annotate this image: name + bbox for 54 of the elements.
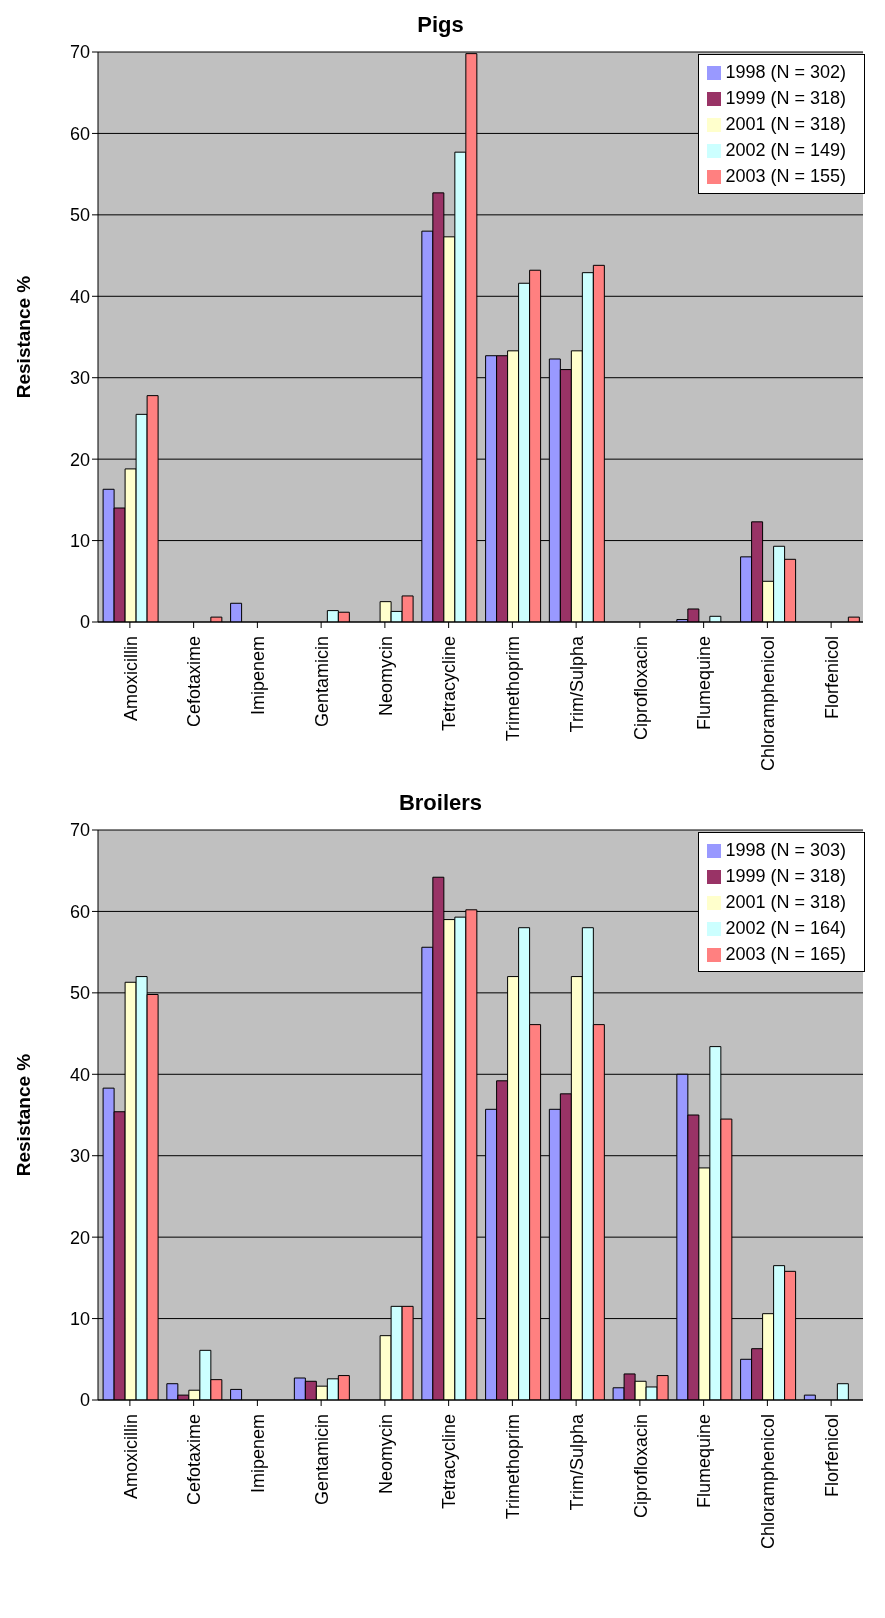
legend-label: 1998 (N = 303) <box>725 840 846 860</box>
y-tick-label: 20 <box>69 1227 90 1248</box>
y-tick-label: 50 <box>69 983 90 1004</box>
chart-title: Broilers <box>397 789 484 817</box>
x-tick-label: Cefotaxime <box>184 636 205 728</box>
y-tick-label: 0 <box>79 1390 90 1411</box>
y-tick-label: 10 <box>69 1308 90 1329</box>
y-axis-title: Resistance % <box>12 275 34 399</box>
x-tick-label: Florfenicol <box>821 1414 842 1498</box>
x-tick-label: Flumequine <box>694 1414 715 1509</box>
chart-title: Pigs <box>416 11 465 39</box>
legend-label: 2001 (N = 318) <box>725 114 846 134</box>
x-tick-label: Trimethoprim <box>503 1414 524 1520</box>
y-tick-label: 20 <box>69 449 90 470</box>
legend-label: 2002 (N = 164) <box>725 918 846 938</box>
y-tick-label: 30 <box>69 368 90 389</box>
x-tick-label: Trim/Sulpha <box>566 635 587 733</box>
legend-label: 2003 (N = 165) <box>725 944 846 964</box>
y-tick-label: 40 <box>69 1064 90 1085</box>
y-tick-label: 50 <box>69 205 90 226</box>
x-tick-label: Trimethoprim <box>503 636 524 742</box>
y-tick-label: 60 <box>69 901 90 922</box>
legend-label: 1999 (N = 318) <box>725 866 846 886</box>
x-tick-label: Imipenem <box>248 1414 269 1494</box>
x-tick-label: Tetracycline <box>439 636 460 732</box>
y-tick-label: 40 <box>69 286 90 307</box>
x-tick-label: Gentamicin <box>311 636 332 728</box>
x-tick-label: Neomycin <box>375 636 396 717</box>
x-tick-label: Trim/Sulpha <box>566 1413 587 1511</box>
y-tick-label: 30 <box>69 1146 90 1167</box>
y-tick-label: 70 <box>69 820 90 841</box>
x-tick-label: Amoxicillin <box>120 1414 141 1500</box>
x-tick-label: Amoxicillin <box>120 636 141 722</box>
y-tick-label: 0 <box>79 612 90 633</box>
y-tick-label: 60 <box>69 123 90 144</box>
x-tick-label: Neomycin <box>375 1414 396 1495</box>
x-tick-label: Florfenicol <box>821 636 842 720</box>
x-tick-label: Ciprofloxacin <box>630 1414 651 1519</box>
x-tick-label: Gentamicin <box>311 1414 332 1506</box>
x-tick-label: Imipenem <box>248 636 269 716</box>
x-tick-label: Chloramphenicol <box>758 636 779 772</box>
legend-label: 1998 (N = 302) <box>725 62 846 82</box>
x-tick-label: Chloramphenicol <box>758 1414 779 1550</box>
legend-label: 2003 (N = 155) <box>725 166 846 186</box>
x-tick-label: Ciprofloxacin <box>630 636 651 741</box>
x-tick-label: Flumequine <box>694 636 715 731</box>
y-axis-title: Resistance % <box>12 1053 34 1177</box>
x-tick-label: Cefotaxime <box>184 1414 205 1506</box>
legend-label: 1999 (N = 318) <box>725 88 846 108</box>
x-tick-label: Tetracycline <box>439 1414 460 1510</box>
legend-label: 2001 (N = 318) <box>725 892 846 912</box>
y-tick-label: 70 <box>69 42 90 63</box>
legend-label: 2002 (N = 149) <box>725 140 846 160</box>
y-tick-label: 10 <box>69 530 90 551</box>
